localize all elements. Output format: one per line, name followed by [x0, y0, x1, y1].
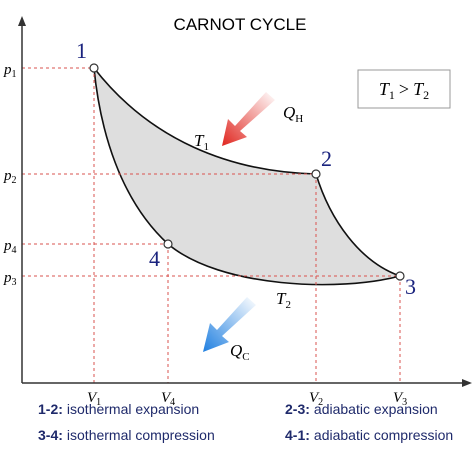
subscript: 1 — [96, 397, 101, 408]
subscript: H — [295, 113, 303, 125]
cycle — [92, 65, 403, 286]
subscript: 4 — [170, 397, 175, 408]
subscript: 1 — [12, 69, 17, 80]
point-label: 2 — [321, 146, 332, 171]
subscript: C — [242, 351, 249, 363]
t-cold: T2 — [276, 289, 291, 311]
symbol: Q — [230, 341, 242, 360]
guides — [22, 67, 401, 383]
legend-item: 4-1: adiabatic compression — [285, 427, 453, 443]
point-label: 4 — [149, 246, 160, 271]
axes — [18, 16, 472, 387]
subscript: 2 — [318, 397, 323, 408]
legend-label: 2-3: — [285, 401, 310, 417]
v-label: V3 — [393, 390, 407, 408]
q-hot: QH — [283, 103, 303, 125]
heat-in-arrow — [222, 92, 275, 146]
condition: T1 > T2 — [379, 79, 429, 102]
v-label: V1 — [87, 390, 101, 408]
v-label: V2 — [309, 390, 323, 408]
subscript: 2 — [285, 299, 291, 311]
symbol: T — [379, 79, 391, 99]
p-label: p4 — [3, 238, 17, 256]
subscript: 2 — [12, 175, 17, 186]
symbol: p — [3, 270, 12, 286]
volume-labels: V1 V4 V2 V3 — [87, 390, 407, 408]
point-label: 1 — [76, 38, 87, 63]
legend-item: 2-3: adiabatic expansion — [285, 401, 438, 417]
symbol: T — [276, 289, 287, 308]
heat-out-arrow — [203, 297, 256, 352]
legend-label: 4-1: — [285, 427, 310, 443]
v-label: V4 — [161, 390, 175, 408]
point-label: 3 — [405, 274, 416, 299]
legend-description: isothermal expansion — [67, 401, 199, 417]
condition-box — [357, 69, 451, 109]
p-label: p1 — [3, 62, 17, 80]
subscript: 1 — [389, 88, 395, 102]
subscript: 4 — [12, 245, 17, 256]
symbol: T — [194, 131, 205, 150]
points — [89, 63, 405, 281]
legend-description: adiabatic expansion — [314, 401, 438, 417]
legend-item: 1-2: isothermal expansion — [38, 401, 199, 417]
symbol: V — [393, 390, 404, 406]
legend-label: 3-4: — [38, 427, 63, 443]
symbol: p — [3, 62, 12, 78]
legend-label: 1-2: — [38, 401, 63, 417]
legend-item: 3-4: isothermal compression — [38, 427, 215, 443]
legend-description: isothermal compression — [67, 427, 215, 443]
pressure-labels: p1 p2 p4 p3 — [3, 62, 17, 288]
legend-description: adiabatic compression — [314, 427, 453, 443]
subscript: 3 — [12, 277, 17, 288]
subscript: 2 — [423, 88, 429, 102]
symbol: V — [309, 390, 320, 406]
symbol: Q — [283, 103, 295, 122]
subscript: 3 — [402, 397, 407, 408]
p-label: p2 — [3, 168, 17, 186]
subscript: 1 — [203, 141, 209, 153]
relation: > — [399, 79, 409, 99]
symbol: p — [3, 238, 12, 254]
p-label: p3 — [3, 270, 17, 288]
t-hot: T1 — [194, 131, 209, 153]
symbol: p — [3, 168, 12, 184]
symbol: T — [413, 79, 425, 99]
symbol: V — [87, 390, 98, 406]
q-cold: QC — [230, 341, 250, 363]
title: CARNOT CYCLE — [174, 15, 307, 34]
symbol: V — [161, 390, 172, 406]
